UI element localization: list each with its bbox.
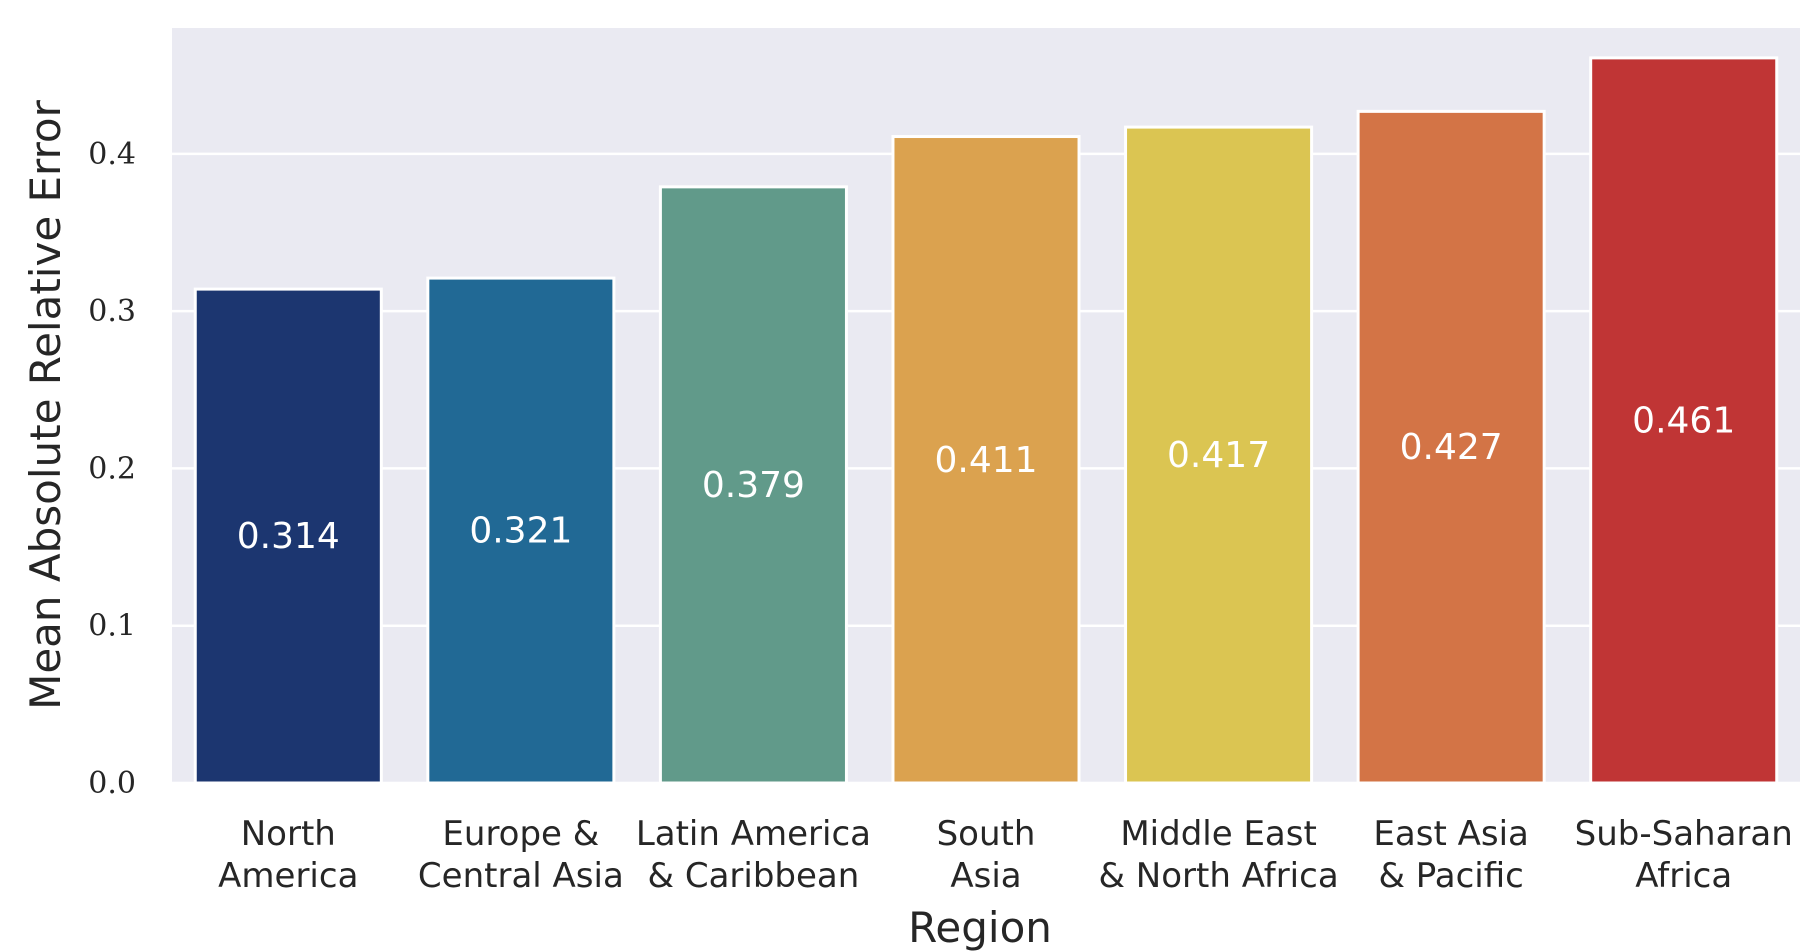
bar-value-label: 0.427 [1400, 427, 1503, 468]
bar [1124, 125, 1314, 785]
y-axis-ticks: 0.0 0.1 0.2 0.3 0.4 [88, 137, 136, 801]
bar-value-label: 0.379 [702, 465, 805, 506]
bar-value-label: 0.411 [934, 440, 1037, 481]
bar-value-label: 0.321 [469, 511, 572, 552]
bar [891, 135, 1081, 785]
x-tick-label: Latin America & Caribbean [636, 814, 871, 896]
y-tick-label: 0.3 [88, 294, 136, 329]
bar-value-label: 0.461 [1632, 400, 1735, 441]
bar [193, 287, 383, 785]
bars-group [193, 56, 1779, 785]
bar [1589, 56, 1779, 785]
y-tick-label: 0.4 [88, 137, 136, 172]
x-tick-label: South Asia [937, 814, 1036, 896]
bar [1356, 109, 1546, 785]
x-tick-label: East Asia & Pacific [1373, 814, 1528, 896]
y-tick-label: 0.0 [88, 766, 136, 801]
bar [658, 185, 848, 785]
x-tick-label: Sub-Saharan Africa [1575, 814, 1793, 896]
x-axis-title: Region [908, 903, 1052, 951]
bar [426, 276, 616, 785]
x-tick-label: North America [218, 814, 358, 896]
x-tick-label: Middle East & North Africa [1098, 814, 1338, 896]
bar-value-label: 0.417 [1167, 435, 1270, 476]
bar-value-label: 0.314 [237, 516, 340, 557]
y-tick-label: 0.1 [88, 609, 136, 644]
value-labels-group: 0.314 0.321 0.379 0.411 0.417 0.427 0.461 [237, 400, 1735, 557]
y-axis-title: Mean Absolute Relative Error [21, 99, 70, 710]
x-tick-label: Europe & Central Asia [418, 814, 624, 896]
y-tick-label: 0.2 [88, 451, 136, 486]
